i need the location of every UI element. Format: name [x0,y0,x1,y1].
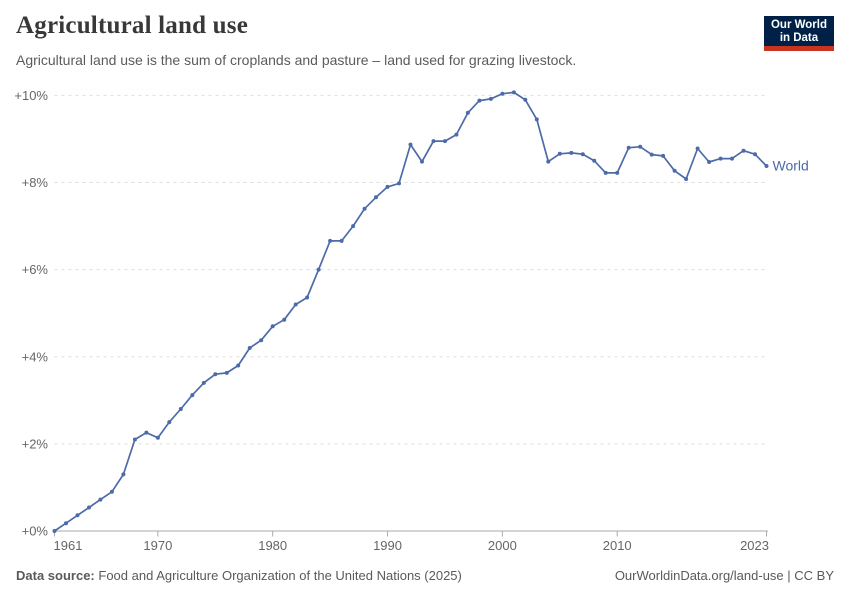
data-point [385,184,390,189]
data-point [592,158,597,163]
y-tick-label: +10% [14,88,48,103]
data-point [339,238,344,243]
data-point [190,393,195,398]
data-point [397,181,401,186]
data-point [167,420,172,425]
x-tick-label: 1980 [258,538,287,553]
data-point [615,170,620,175]
data-point [443,139,447,144]
data-point [523,97,528,102]
data-point [144,430,149,435]
data-point [695,146,700,151]
data-source: Data source: Food and Agriculture Organi… [16,568,462,583]
data-point [328,238,333,243]
data-point [316,267,321,272]
data-point [649,152,654,157]
data-point [741,148,746,153]
data-point [718,156,723,161]
data-point [603,170,608,175]
x-axis [54,530,768,537]
attribution-license: | CC BY [787,568,834,583]
data-point [477,98,482,103]
data-point [98,497,103,502]
y-axis-labels: +0% +2% +4% +6% +8% +10% [14,88,48,539]
data-point [431,139,436,144]
data-points [52,90,769,533]
data-point [282,317,287,322]
data-point [247,346,252,350]
y-tick-label: +2% [22,436,49,451]
data-point [661,153,666,158]
data-point [420,159,424,164]
data-point [305,295,310,300]
data-point [488,96,493,101]
chart-footer: Data source: Food and Agriculture Organi… [16,568,834,583]
data-point [178,407,183,411]
chart-subtitle: Agricultural land use is the sum of crop… [16,52,577,68]
data-point [580,152,585,157]
data-point [109,489,114,494]
data-point [132,437,137,442]
data-point [626,145,631,150]
data-point [638,144,643,149]
data-point [293,302,298,307]
data-point [201,380,206,385]
y-tick-label: +0% [22,524,49,539]
data-point [454,132,459,137]
data-point [707,160,712,164]
x-tick-label: 1961 [54,538,83,553]
data-point [270,324,275,329]
data-point [672,168,677,173]
data-point [213,372,218,377]
x-tick-label: 1970 [143,538,172,553]
data-point [557,151,562,156]
owid-logo-line1: Our World [770,19,827,31]
data-point [75,513,80,518]
data-point [730,156,734,161]
data-point [224,370,229,375]
data-point [121,472,126,477]
data-point [511,90,516,95]
page-title: Agricultural land use [16,12,248,39]
data-point [534,117,539,122]
data-point [500,91,505,96]
gridlines [54,94,768,445]
data-point [236,363,241,368]
data-point [764,164,769,168]
data-point [351,224,356,229]
data-point [569,150,574,155]
x-tick-label: 2000 [488,538,517,553]
data-point [362,206,367,211]
data-point [155,435,160,440]
data-point [259,338,264,343]
data-point [684,177,689,181]
y-tick-label: +6% [22,262,49,277]
owid-logo-line2: in Data [779,31,819,44]
data-point [408,142,413,147]
data-source-text: Food and Agriculture Organization of the… [98,568,462,583]
x-axis-labels: 1961 1970 1980 1990 2000 2010 2023 [54,538,770,553]
data-point [64,521,68,526]
attribution: OurWorldinData.org/land-use | CC BY [615,568,834,583]
attribution-url[interactable]: OurWorldinData.org/land-use [614,568,784,583]
owid-logo[interactable]: Our World in Data [763,16,834,51]
data-point [753,152,757,157]
data-point [374,195,378,200]
data-point [87,505,91,510]
y-tick-label: +4% [22,349,49,364]
y-tick-label: +8% [22,175,49,190]
world-line [53,91,768,532]
data-point [52,529,57,533]
data-point [465,110,470,115]
x-tick-label: 2023 [740,538,769,553]
x-tick-label: 2010 [603,538,632,553]
series-label-world[interactable]: World [773,157,809,173]
x-tick-label: 1990 [373,538,402,553]
data-source-label: Data source: [16,568,95,583]
data-point [546,159,551,164]
